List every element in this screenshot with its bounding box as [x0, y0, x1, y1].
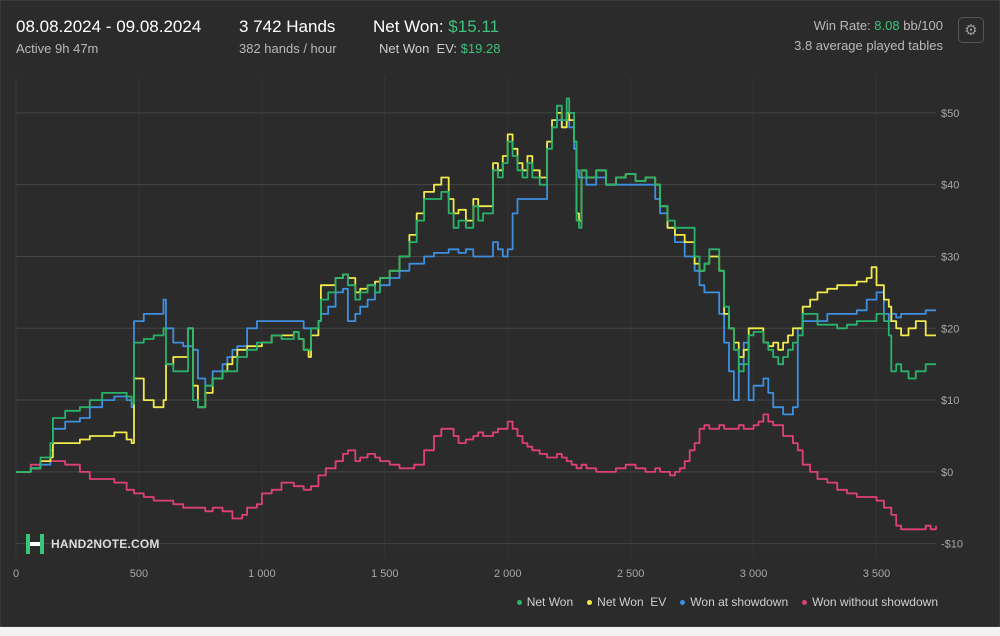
legend-item[interactable]: Net Won	[516, 595, 574, 609]
win-rate-label: Win Rate:	[813, 18, 871, 33]
series-line-0	[16, 97, 936, 473]
legend-item[interactable]: Net Won EV	[587, 595, 666, 609]
gear-icon[interactable]: ⚙	[958, 17, 984, 43]
x-tick-label: 2 000	[494, 568, 522, 580]
y-tick-label: $10	[941, 395, 959, 407]
legend-item[interactable]: Won at showdown	[680, 595, 788, 609]
legend-label: Won without showdown	[812, 595, 938, 609]
net-won-label: Net Won:	[373, 17, 444, 36]
x-tick-label: 2 500	[617, 568, 645, 580]
logo-mark-icon	[26, 534, 44, 554]
net-won-value: $15.11	[448, 17, 500, 36]
legend-label: Won at showdown	[690, 595, 789, 609]
win-rate-unit: bb/100	[903, 18, 943, 33]
legend-dot	[680, 599, 686, 605]
net-won-ev-label: Net Won EV:	[379, 41, 458, 56]
hands-per-hour: 382 hands / hour	[239, 41, 337, 56]
legend-label: Net Won	[526, 595, 574, 609]
win-rate-value: 8.08	[874, 18, 900, 33]
win-rate: Win Rate: 8.08 bb/100	[814, 18, 943, 33]
avg-tables: 3.8 average played tables	[794, 38, 943, 53]
x-tick-label: 0	[13, 568, 19, 580]
legend-label: Net Won EV	[597, 595, 667, 609]
y-tick-label: -$10	[941, 539, 963, 551]
hands-count: 3 742 Hands	[239, 17, 336, 36]
date-range: 08.08.2024 - 09.08.2024	[16, 17, 202, 36]
y-tick-label: $50	[941, 108, 959, 120]
series-line-3	[16, 413, 937, 531]
legend-dot	[516, 599, 522, 605]
legend: Net Won Net Won EV Won at showdown Won with…	[516, 595, 938, 609]
series-line-1	[16, 112, 936, 473]
net-won-ev-value: $19.28	[460, 41, 501, 56]
net-won-ev: Net Won EV: $19.28	[379, 41, 500, 56]
active-time: Active 9h 47m	[16, 41, 99, 56]
y-tick-label: $40	[941, 180, 959, 192]
x-tick-label: 3 500	[863, 568, 891, 580]
x-tick-label: 3 000	[740, 568, 768, 580]
series-line-2	[16, 119, 936, 473]
logo-text: HAND2NOTE.COM	[51, 537, 160, 551]
net-won: Net Won: $15.11	[373, 17, 499, 37]
x-tick-label: 1 000	[248, 568, 276, 580]
x-tick-label: 1 500	[371, 568, 399, 580]
legend-item[interactable]: Won without showdown	[802, 595, 938, 609]
legend-dot	[802, 599, 808, 605]
y-tick-label: $0	[941, 467, 953, 479]
y-tick-label: $30	[941, 251, 959, 263]
x-tick-label: 500	[130, 568, 148, 580]
logo: HAND2NOTE.COM	[25, 533, 160, 555]
y-tick-label: $20	[941, 323, 959, 335]
legend-dot	[587, 599, 593, 605]
